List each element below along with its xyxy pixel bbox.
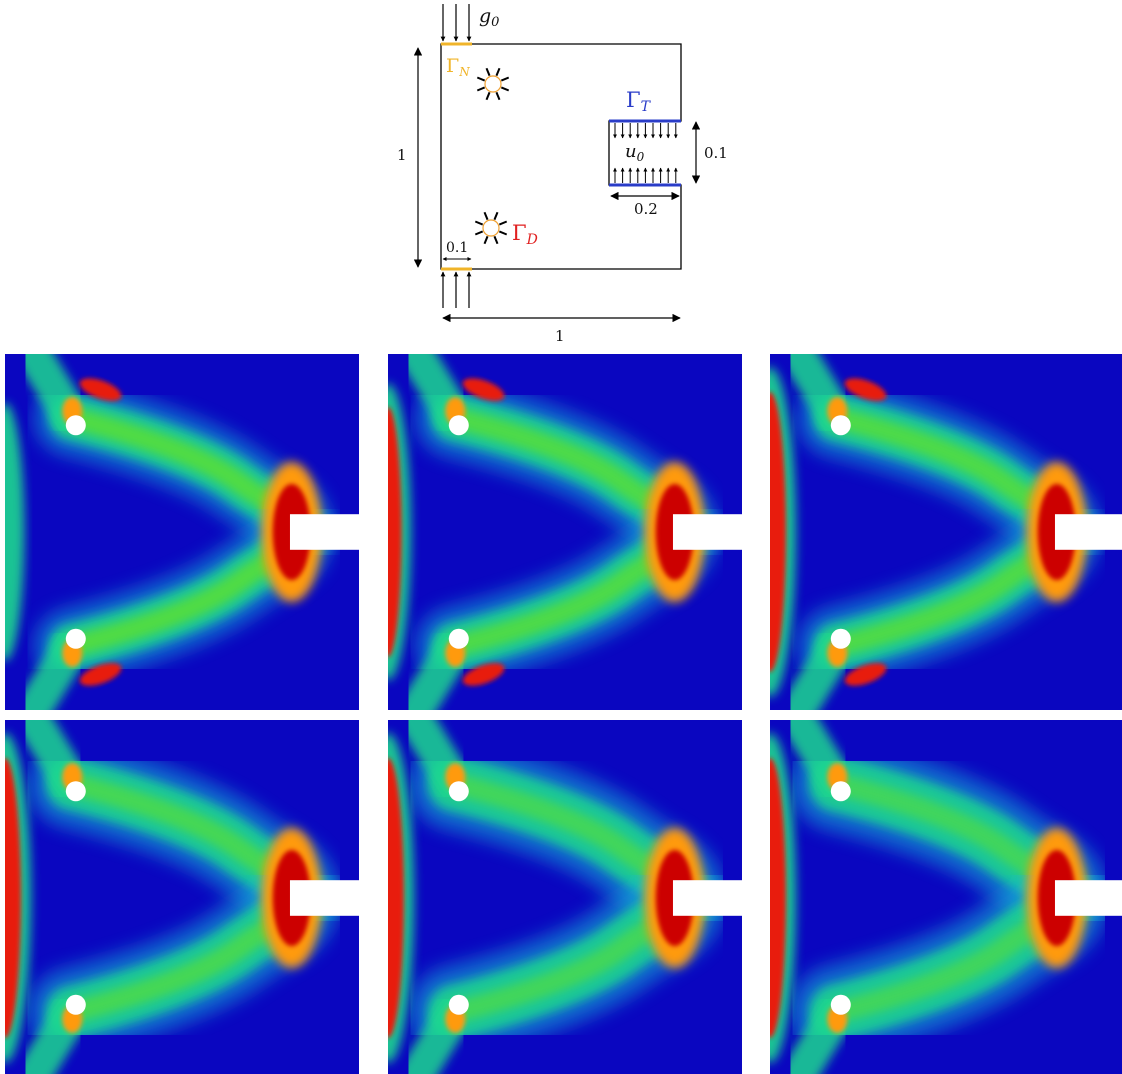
upper-hotspot xyxy=(79,378,122,401)
hole-marker xyxy=(474,211,508,245)
hole-marker xyxy=(476,67,510,101)
slot-cutout xyxy=(672,880,742,916)
gamma-t-label: ΓT xyxy=(626,88,652,115)
result-panel-4 xyxy=(5,720,359,1074)
upper-hole xyxy=(830,781,851,802)
lower-hole xyxy=(830,994,851,1015)
lower-hole xyxy=(65,994,86,1015)
slot-displacement-arrows xyxy=(613,123,678,183)
gamma-d-label: ΓD xyxy=(512,221,538,248)
lower-hole xyxy=(65,628,86,649)
left-band-core xyxy=(5,758,21,1038)
slot-cutout xyxy=(1054,514,1122,550)
lower-hotspot xyxy=(844,663,887,686)
bottom-load-arrows xyxy=(440,271,472,308)
result-panel-3 xyxy=(770,354,1122,710)
schematic-diagram: g0 ΓN ΓT ΓD u0 1 1 0.1 0.2 0.1 xyxy=(397,4,728,345)
lower-hotspot xyxy=(79,663,122,686)
result-panel-2 xyxy=(388,354,742,710)
upper-hole xyxy=(830,415,851,436)
upper-hole xyxy=(65,781,86,802)
gamma-n-label: ΓN xyxy=(446,55,470,79)
top-load-arrows xyxy=(440,4,472,42)
lower-hotspot xyxy=(462,663,505,686)
u0-label: u0 xyxy=(625,141,645,164)
result-panel-6 xyxy=(770,720,1122,1074)
result-panel-1 xyxy=(5,354,359,710)
lower-hole xyxy=(448,628,469,649)
slot-cutout xyxy=(1054,880,1122,916)
width-dimension-label: 1 xyxy=(555,327,565,345)
upper-hotspot xyxy=(462,378,505,401)
result-panel-5 xyxy=(388,720,742,1074)
left-band-core xyxy=(388,407,402,657)
upper-hole xyxy=(448,781,469,802)
left-band-glow xyxy=(5,402,25,662)
slot-width-dimension-label: 0.2 xyxy=(634,200,658,218)
slot-height-dimension-label: 0.1 xyxy=(704,144,728,162)
slot-cutout xyxy=(289,514,359,550)
lower-hole xyxy=(448,994,469,1015)
result-panels-grid xyxy=(5,354,1122,1074)
hole-markers xyxy=(474,67,510,245)
lower-hole xyxy=(830,628,851,649)
upper-hole xyxy=(448,415,469,436)
slot-cutout xyxy=(672,514,742,550)
height-dimension-label: 1 xyxy=(397,146,407,164)
domain-outline xyxy=(440,43,682,270)
left-band-core xyxy=(388,758,404,1038)
upper-hole xyxy=(65,415,86,436)
support-width-dimension-label: 0.1 xyxy=(446,240,468,256)
left-band-core xyxy=(770,758,786,1038)
g0-label: g0 xyxy=(479,5,499,30)
slot-cutout xyxy=(289,880,359,916)
left-band-core xyxy=(770,392,786,672)
upper-hotspot xyxy=(844,378,887,401)
